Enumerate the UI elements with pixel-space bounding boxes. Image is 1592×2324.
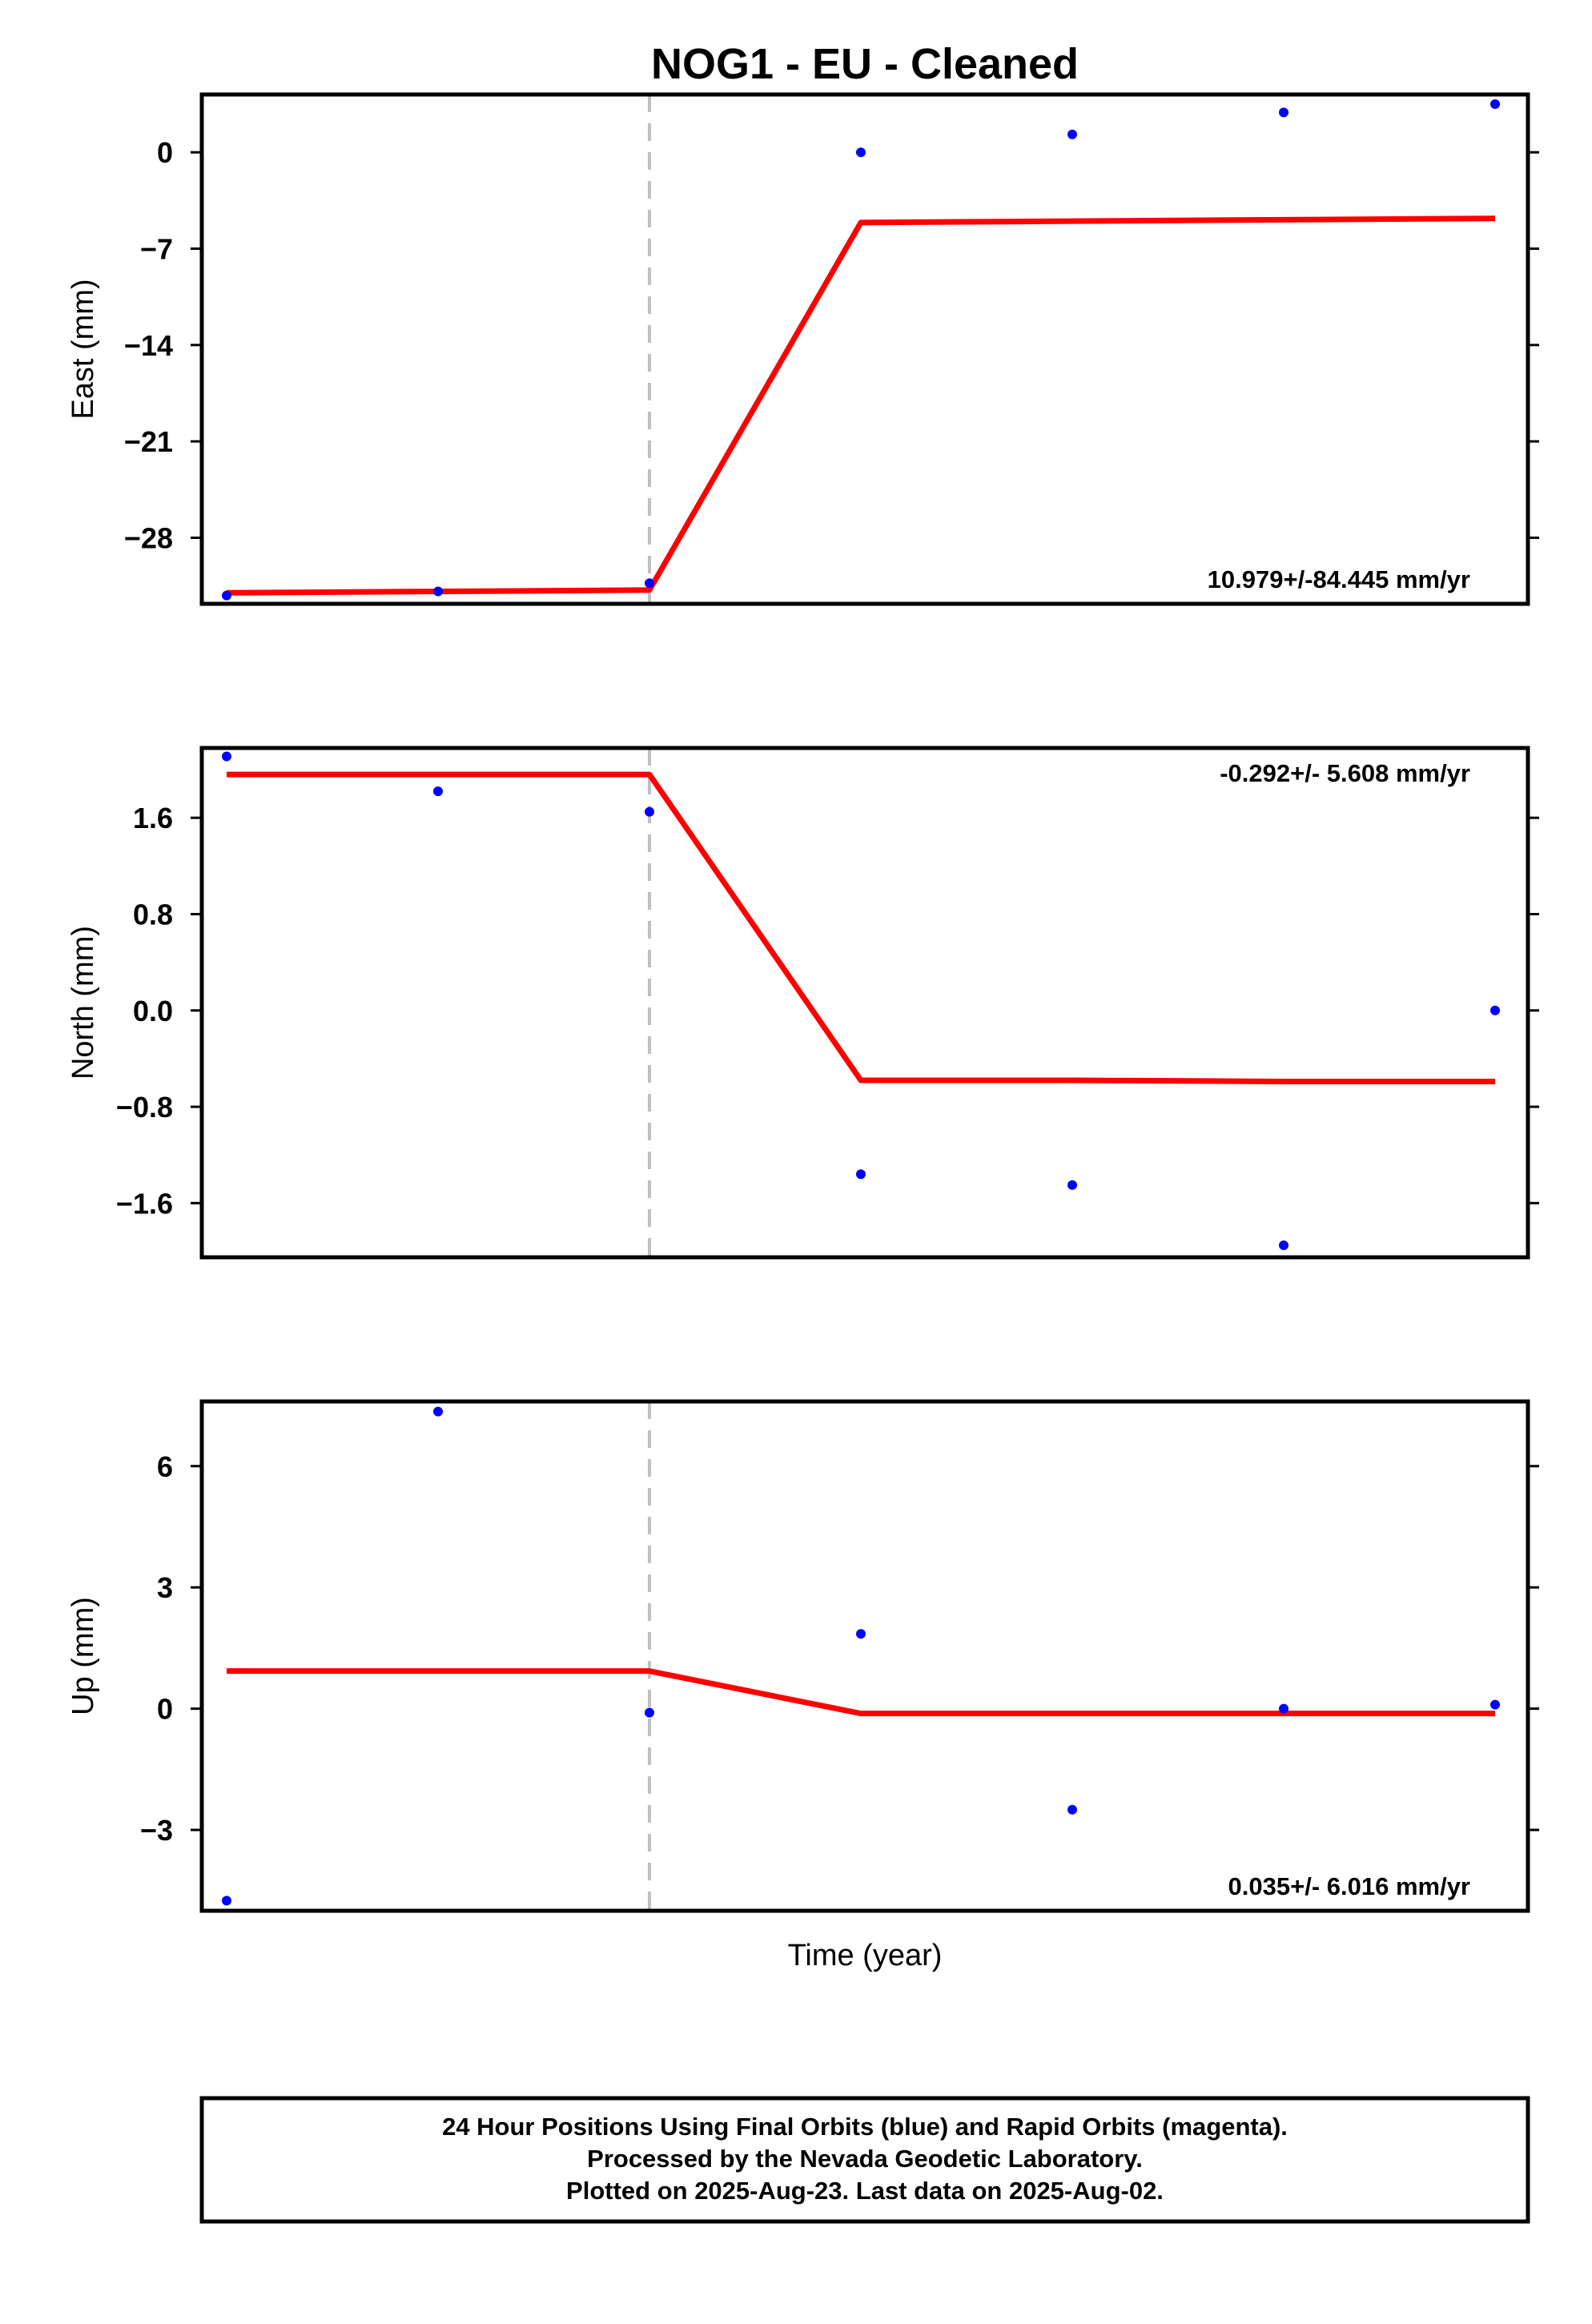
east-model-line [226,215,1496,596]
up-data-point [1067,1804,1077,1815]
east-ytick-label: −7 [140,233,173,266]
chart-title: NOG1 - EU - Cleaned [651,40,1079,88]
east-data-point [856,147,866,158]
panels-group: 0 −7 −14 −21 −28 East (mm) 10.979+/-84.445 mm/… [66,92,1539,1913]
north-y-axis-label: North (mm) [66,926,100,1080]
east-ytick-label: −28 [124,521,173,554]
east-rate-label: 10.979+/-84.445 mm/yr [1208,565,1470,593]
up-ytick-label: 3 [157,1571,173,1604]
north-ytick-label: 0.8 [133,898,173,931]
east-panel: 0 −7 −14 −21 −28 East (mm) 10.979+/-84.445 mm/… [66,92,1539,606]
north-data-point [1067,1180,1077,1190]
up-ytick-label: −3 [140,1814,173,1847]
up-ytick-label: 0 [157,1693,173,1726]
east-data-point [1490,99,1500,110]
north-ytick-label: −1.6 [116,1187,173,1220]
north-ytick-label: −0.8 [116,1091,173,1124]
footer-box [199,2096,1530,2224]
north-rate-label: -0.292+/- 5.608 mm/yr [1220,759,1470,787]
east-data-point [433,586,443,597]
east-ytick-label: −21 [124,425,173,458]
up-ytick-label: 6 [157,1450,173,1483]
up-data-point [433,1406,443,1417]
north-data-point [433,786,443,797]
north-data-point [222,751,231,762]
footer-line-1: 24 Hour Positions Using Final Orbits (bl… [442,2113,1288,2141]
up-axes-frame [199,1399,1530,1913]
up-model-line [227,1668,1495,1717]
east-data-point [222,590,231,601]
north-data-point [1490,1005,1500,1015]
east-ytick-label: 0 [157,136,173,169]
north-data-point [1279,1240,1288,1250]
up-rate-label: 0.035+/- 6.016 mm/yr [1228,1872,1470,1900]
north-data-point [645,806,654,817]
north-model-line [227,771,1495,1084]
north-panel: 1.6 0.8 0.0 −0.8 −1.6 North (mm) -0.292+/- 5.6… [66,746,1539,1260]
east-data-point [1279,107,1288,118]
footer-line-3: Plotted on 2025-Aug-23. Last data on 202… [566,2177,1164,2205]
up-data-point [1279,1703,1288,1714]
east-data-point [1067,129,1077,139]
east-ytick-label: −14 [124,329,173,362]
up-data-point [856,1629,866,1639]
up-panel: 6 3 0 −3 Up (mm) 0.035+/- 6.016 mm/yr [66,1399,1539,1913]
north-data-point [856,1169,866,1180]
up-y-axis-label: Up (mm) [66,1597,100,1715]
up-data-point [645,1707,654,1718]
up-data-point [222,1896,231,1906]
east-data-point [645,578,654,589]
north-axes-frame [199,746,1530,1260]
north-ytick-label: 0.0 [133,995,173,1027]
north-ytick-label: 1.6 [133,802,173,834]
east-axes-frame [199,92,1530,606]
east-y-axis-label: East (mm) [66,279,100,419]
up-data-point [1490,1699,1500,1710]
x-axis-label: Time (year) [788,1939,943,1972]
footer-line-2: Processed by the Nevada Geodetic Laborat… [587,2145,1143,2173]
